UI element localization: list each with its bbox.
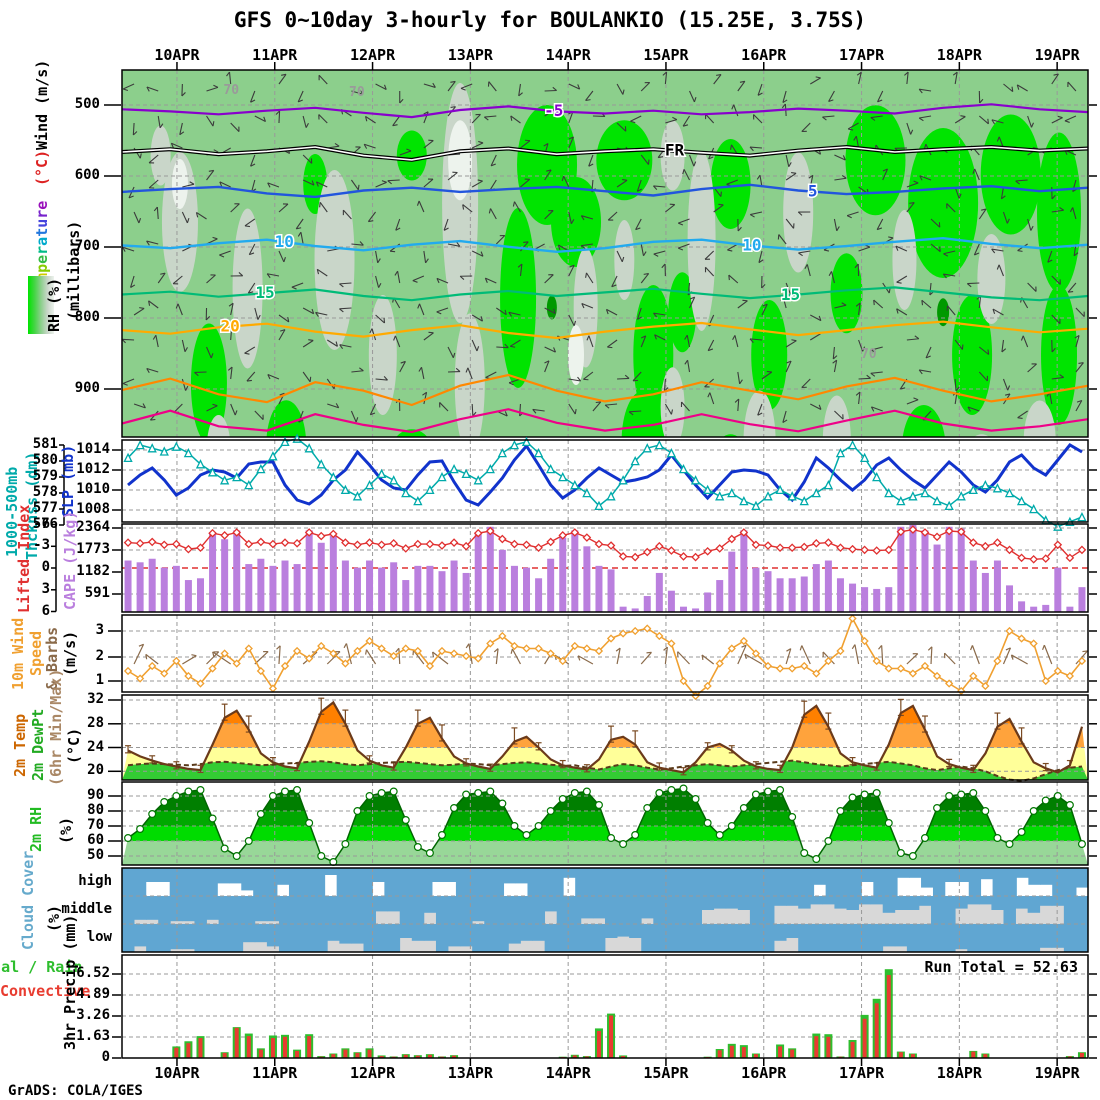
day-label: 12APR [349, 46, 396, 64]
rh-tick: 60 [87, 832, 104, 848]
svg-text:-5: -5 [544, 101, 563, 120]
cloud-row-label: high [78, 873, 112, 889]
svg-text:10: 10 [742, 236, 761, 255]
legend-total-rain: Total / Rain [0, 958, 83, 976]
cape-tick: 1182 [76, 563, 110, 579]
svg-text:15: 15 [781, 285, 800, 304]
day-label: 17APR [838, 46, 885, 64]
day-label: 14APR [545, 1064, 591, 1082]
li-tick: 3 [41, 580, 50, 597]
day-label: 13APR [447, 46, 493, 64]
cloud-row-label: middle [61, 901, 112, 917]
rh-tick: 90 [87, 787, 104, 803]
cape-tick: 2364 [76, 519, 110, 535]
day-label: 10APR [154, 1064, 200, 1082]
slp-tick: 1012 [76, 461, 110, 477]
pressure-tick: 900 [74, 380, 100, 396]
temp-tick: 32 [87, 691, 104, 707]
axis-label-speed: Speed [27, 630, 45, 676]
axis-label-millibars: (millibars) [65, 220, 83, 320]
li-tick: -6 [33, 515, 50, 532]
day-label: 15APR [643, 46, 689, 64]
rh-tick: 50 [87, 847, 104, 863]
day-label: 11APR [252, 46, 298, 64]
li-tick: 0 [41, 559, 50, 575]
day-label: 19APR [1034, 1064, 1080, 1082]
slp-tick: 1010 [76, 481, 110, 497]
day-label: 18APR [936, 1064, 982, 1082]
li-tick: 6 [41, 602, 50, 619]
thickness-tick: 578 [32, 484, 58, 500]
day-label: 16APR [741, 1064, 787, 1082]
wind-tick: 2 [95, 648, 104, 664]
page-title: GFS 0~10day 3-hourly for BOULANKIO (15.2… [233, 8, 867, 32]
svg-text:FR: FR [665, 141, 685, 160]
thickness-tick: 576 [32, 516, 58, 532]
pressure-tick: 800 [74, 309, 100, 325]
svg-text:15: 15 [255, 283, 274, 302]
precip-tick: 4.89 [76, 986, 110, 1002]
day-label: 15APR [643, 1064, 689, 1082]
precip-tick: 6.52 [76, 965, 110, 981]
wind-tick: 1 [95, 672, 104, 688]
thickness-tick: 581 [32, 436, 58, 452]
temp-tick: 20 [87, 762, 104, 779]
thickness-tick: 579 [32, 468, 58, 484]
axis-label-2m-temp: 2m Temp [11, 713, 29, 777]
axis-label-10m-wind: 10m Wind [9, 617, 27, 690]
svg-text:5: 5 [808, 182, 818, 201]
svg-text:20: 20 [221, 316, 240, 335]
slp-tick: 1008 [76, 501, 110, 517]
day-label: 10APR [154, 46, 200, 64]
pressure-tick: 700 [74, 238, 100, 254]
svg-text:70: 70 [349, 85, 365, 100]
day-label: 16APR [741, 46, 787, 64]
temp-tick: 24 [87, 738, 104, 755]
svg-text:70: 70 [223, 83, 239, 98]
day-label: 18APR [936, 46, 982, 64]
rh-tick: 80 [87, 802, 104, 818]
precip-tick: 0 [101, 1049, 110, 1065]
wind-tick: 3 [95, 622, 104, 638]
svg-text:10: 10 [275, 232, 294, 251]
cloud-row-label: low [86, 929, 112, 945]
legend-convective: Convective [0, 982, 91, 1000]
grads-credit: GrADS: COLA/IGES [8, 1083, 143, 1099]
run-total: Run Total = 52.63 [924, 958, 1078, 976]
axis-label-cloud-cover: Cloud Cover [19, 850, 37, 950]
day-label: 12APR [349, 1064, 396, 1082]
day-label: 13APR [447, 1064, 493, 1082]
li-tick: -3 [33, 537, 50, 554]
axis-label-2m-rh: 2m RH [27, 806, 45, 852]
day-label: 19APR [1034, 46, 1080, 64]
day-label: 17APR [838, 1064, 885, 1082]
precip-tick: 1.63 [76, 1028, 110, 1044]
rh-colorbar [28, 276, 54, 334]
cape-tick: 1773 [76, 541, 110, 557]
precip-tick: 3.26 [76, 1007, 110, 1023]
day-label: 14APR [545, 46, 591, 64]
rh-tick: 70 [87, 817, 104, 833]
day-label: 11APR [252, 1064, 298, 1082]
pressure-tick: 600 [74, 167, 100, 183]
temp-tick: 28 [87, 714, 104, 731]
svg-text:70: 70 [861, 347, 877, 362]
thickness-tick: 577 [32, 500, 58, 516]
slp-tick: 1014 [76, 441, 110, 457]
thickness-tick: 580 [32, 452, 58, 468]
cape-tick: 591 [84, 585, 110, 601]
pressure-tick: 500 [74, 96, 100, 112]
